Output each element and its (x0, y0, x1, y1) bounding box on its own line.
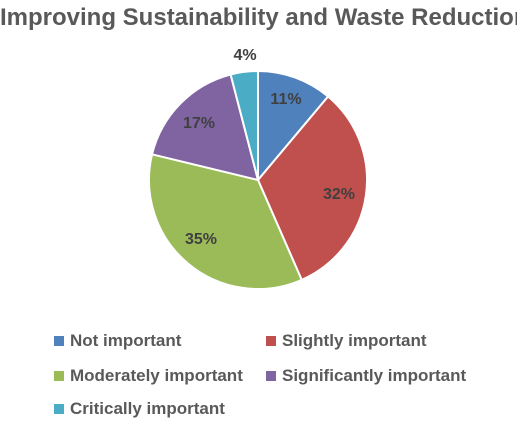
data-label-not-important: 11% (270, 91, 301, 108)
pie-slice-not-important (257, 69, 330, 183)
pie-slice-critically-important (229, 69, 259, 181)
data-label-slightly-important: 32% (323, 186, 355, 203)
data-label-significantly-important: 17% (183, 115, 215, 132)
chart-title: Improving Sustainability and Waste Reduc… (0, 4, 517, 31)
pie-slice-slightly-important (256, 95, 368, 282)
data-label-moderately-important: 35% (185, 231, 217, 248)
pie-slice-moderately-important (148, 153, 304, 290)
pie-slice-significantly-important (150, 73, 260, 182)
data-label-critically-important: 4% (233, 47, 256, 64)
